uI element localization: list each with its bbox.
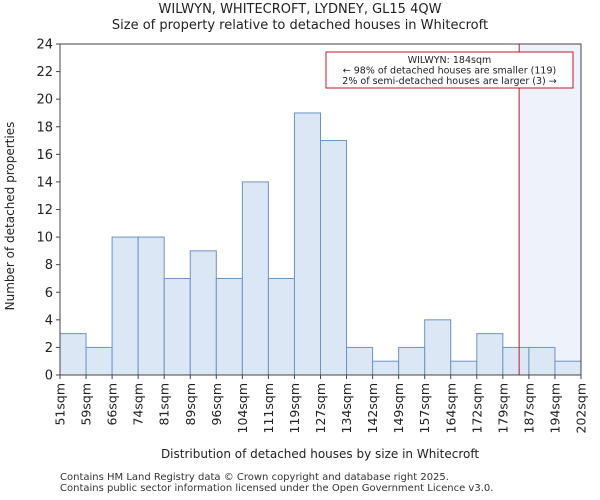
annotation-layer: WILWYN: 184sqm← 98% of detached houses a…: [325, 51, 574, 89]
bar-66sqm: [111, 236, 139, 376]
y-tick-label-2: 2: [45, 341, 53, 356]
bar-194sqm: [554, 360, 582, 376]
x-tick-label-104sqm: 104sqm: [235, 383, 250, 433]
y-tick-label-18: 18: [36, 120, 53, 135]
y-tick-label-6: 6: [45, 286, 53, 301]
x-tick-label-134sqm: 134sqm: [339, 383, 354, 433]
x-tick-label-179sqm: 179sqm: [495, 383, 510, 433]
bar-127sqm: [320, 140, 348, 376]
y-tick-label-14: 14: [36, 175, 53, 190]
bar-157sqm: [424, 319, 452, 376]
y-tick-label-10: 10: [36, 231, 53, 246]
y-tick-label-0: 0: [45, 369, 53, 384]
bar-59sqm: [85, 346, 113, 376]
bar-51sqm: [59, 333, 87, 376]
bar-187sqm: [528, 346, 556, 376]
x-tick-label-74sqm: 74sqm: [131, 383, 146, 426]
x-tick-label-194sqm: 194sqm: [547, 383, 562, 433]
footer-credits: Contains HM Land Registry data © Crown c…: [60, 472, 493, 494]
bar-179sqm: [502, 346, 530, 376]
x-tick-label-157sqm: 157sqm: [417, 383, 432, 433]
x-tick-label-96sqm: 96sqm: [209, 383, 224, 426]
x-tick-label-89sqm: 89sqm: [183, 383, 198, 426]
y-tick-label-8: 8: [45, 258, 53, 273]
annotation-box: [325, 51, 574, 89]
y-tick-label-24: 24: [36, 38, 53, 53]
x-tick-label-51sqm: 51sqm: [53, 383, 68, 426]
bar-142sqm: [372, 360, 400, 376]
chart-subtitle: Size of property relative to detached ho…: [111, 18, 489, 33]
bar-149sqm: [398, 346, 426, 376]
bar-81sqm: [163, 277, 191, 376]
x-tick-label-66sqm: 66sqm: [105, 383, 120, 426]
x-tick-label-59sqm: 59sqm: [79, 383, 94, 426]
annotation-line-2: ← 98% of detached houses are smaller (11…: [343, 66, 556, 77]
x-tick-label-164sqm: 164sqm: [443, 383, 458, 433]
bar-89sqm: [189, 250, 217, 376]
x-tick-label-149sqm: 149sqm: [391, 383, 406, 433]
chart-title-address: WILWYN, WHITECROFT, LYDNEY, GL15 4QW: [158, 2, 442, 17]
y-axis-label: Number of detached properties: [3, 122, 17, 311]
x-tick-label-111sqm: 111sqm: [261, 383, 276, 433]
footer-line-2: Contains public sector information licen…: [60, 483, 494, 494]
y-tick-label-12: 12: [36, 203, 53, 218]
shaded-region-layer: [519, 44, 581, 375]
bar-104sqm: [241, 181, 269, 376]
x-tick-label-187sqm: 187sqm: [521, 383, 536, 433]
bar-119sqm: [293, 112, 322, 376]
bar-96sqm: [215, 277, 243, 376]
annotation-line-3: 2% of semi-detached houses are larger (3…: [342, 76, 556, 87]
footer-line-1: Contains HM Land Registry data © Crown c…: [60, 472, 449, 483]
bar-74sqm: [137, 236, 165, 376]
x-tick-label-127sqm: 127sqm: [313, 383, 328, 433]
x-tick-label-119sqm: 119sqm: [287, 383, 302, 433]
y-tick-label-4: 4: [45, 313, 53, 328]
y-tick-label-20: 20: [36, 93, 53, 108]
annotation-line-1: WILWYN: 184sqm: [408, 55, 492, 66]
bar-111sqm: [267, 277, 295, 376]
bar-134sqm: [346, 346, 374, 376]
x-tick-label-172sqm: 172sqm: [469, 383, 484, 433]
bar-164sqm: [450, 360, 478, 376]
bar-172sqm: [476, 333, 504, 376]
x-axis-label: Distribution of detached houses by size …: [161, 447, 479, 461]
y-tick-label-22: 22: [36, 65, 53, 80]
larger-region-shade: [519, 44, 581, 375]
bars-layer: [59, 112, 582, 376]
x-tick-label-142sqm: 142sqm: [365, 383, 380, 433]
x-tick-label-202sqm: 202sqm: [574, 383, 589, 433]
chart-title-block: WILWYN, WHITECROFT, LYDNEY, GL15 4QW Siz…: [0, 0, 600, 34]
x-tick-label-81sqm: 81sqm: [157, 383, 172, 426]
y-tick-label-16: 16: [36, 148, 53, 163]
